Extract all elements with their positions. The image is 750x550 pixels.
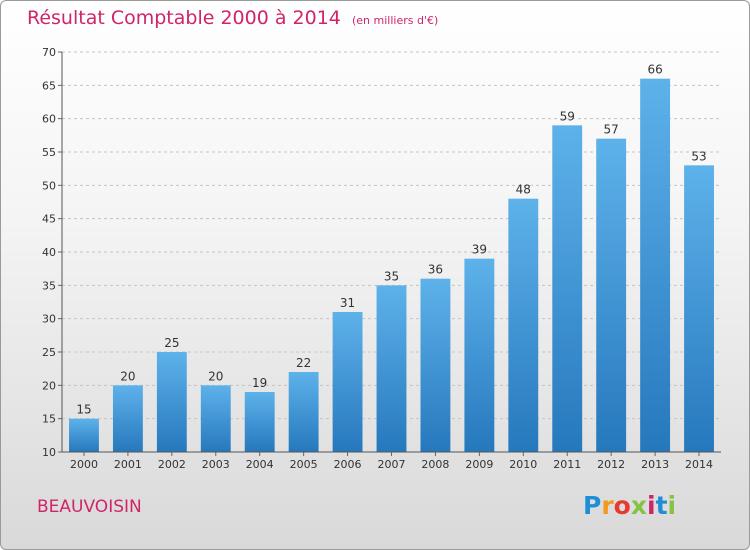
logo-letter: o (613, 491, 631, 520)
y-tick-label: 25 (42, 346, 56, 359)
bar-2010 (508, 198, 539, 452)
y-tick-label: 15 (42, 413, 56, 426)
bar-2006 (332, 312, 363, 452)
bar-2002 (156, 352, 187, 452)
y-tick-label: 20 (42, 379, 56, 392)
title-text: Résultat Comptable 2000 à 2014 (27, 7, 341, 29)
bar-2005 (288, 372, 319, 452)
data-label-2001: 20 (120, 369, 135, 383)
x-tick-label: 2012 (597, 458, 625, 471)
bars: 15 20 25 20 19 22 31 35 36 39 48 59 57 66 53 (69, 63, 714, 453)
logo-letter: P (583, 491, 602, 520)
y-tick-label: 70 (42, 46, 56, 59)
y-tick-label: 30 (42, 313, 56, 326)
data-label-2005: 22 (296, 356, 311, 370)
x-tick-label: 2001 (114, 458, 142, 471)
data-label-2013: 66 (647, 63, 662, 77)
proxiti-logo: Proxiti (583, 491, 676, 520)
y-tick-label: 50 (42, 179, 56, 192)
data-label-2009: 39 (472, 243, 487, 257)
bar-2008 (420, 278, 451, 452)
x-tick-label: 2002 (158, 458, 186, 471)
x-tick-label: 2000 (70, 458, 98, 471)
commune-name: BEAUVOISIN (37, 497, 142, 517)
axes: 10 15 20 25 30 35 40 45 50 55 60 65 70 2000 2001 2002 20… (42, 46, 721, 471)
bar-2012 (596, 138, 627, 452)
x-tick-label: 2013 (641, 458, 669, 471)
data-label-2007: 35 (384, 269, 399, 283)
data-label-2012: 57 (604, 123, 619, 137)
y-tick-label: 60 (42, 113, 56, 126)
chart-title: Résultat Comptable 2000 à 2014 (en milli… (27, 7, 438, 29)
bar-2000 (69, 418, 99, 452)
bar-2003 (200, 385, 231, 452)
bar-2013 (640, 78, 671, 453)
logo-letter: i (667, 491, 677, 520)
data-label-2002: 25 (164, 336, 179, 350)
data-label-2011: 59 (560, 109, 575, 123)
x-tick-label: 2003 (202, 458, 230, 471)
data-label-2014: 53 (691, 149, 706, 163)
bar-2004 (244, 392, 275, 452)
bar-2009 (464, 258, 495, 452)
data-label-2006: 31 (340, 296, 355, 310)
x-tick-label: 2011 (553, 458, 581, 471)
bar-2007 (376, 285, 407, 452)
data-label-2004: 19 (252, 376, 267, 390)
logo-letter: t (655, 491, 668, 520)
subtitle-text: (en milliers d'€) (351, 14, 439, 27)
x-tick-label: 2007 (378, 458, 406, 471)
bar-2011 (552, 125, 583, 452)
x-tick-label: 2009 (465, 458, 493, 471)
y-tick-label: 40 (42, 246, 56, 259)
data-label-2003: 20 (208, 369, 223, 383)
y-tick-label: 65 (42, 79, 56, 92)
y-tick-label: 55 (42, 146, 56, 159)
x-tick-label: 2008 (421, 458, 449, 471)
data-label-2000: 15 (76, 403, 91, 417)
x-tick-label: 2014 (685, 458, 713, 471)
y-tick-label: 10 (42, 446, 56, 459)
logo-letter: r (601, 491, 614, 520)
y-tick-label: 45 (42, 213, 56, 226)
x-tick-label: 2010 (509, 458, 537, 471)
bar-2014 (684, 165, 714, 453)
x-tick-label: 2004 (246, 458, 274, 471)
logo-letter: i (647, 491, 656, 520)
data-label-2010: 48 (516, 183, 531, 197)
x-tick-label: 2005 (290, 458, 318, 471)
data-label-2008: 36 (428, 263, 443, 277)
x-tick-label: 2006 (334, 458, 362, 471)
bar-2001 (112, 385, 143, 452)
logo-letter: x (630, 491, 647, 520)
y-tick-label: 35 (42, 279, 56, 292)
